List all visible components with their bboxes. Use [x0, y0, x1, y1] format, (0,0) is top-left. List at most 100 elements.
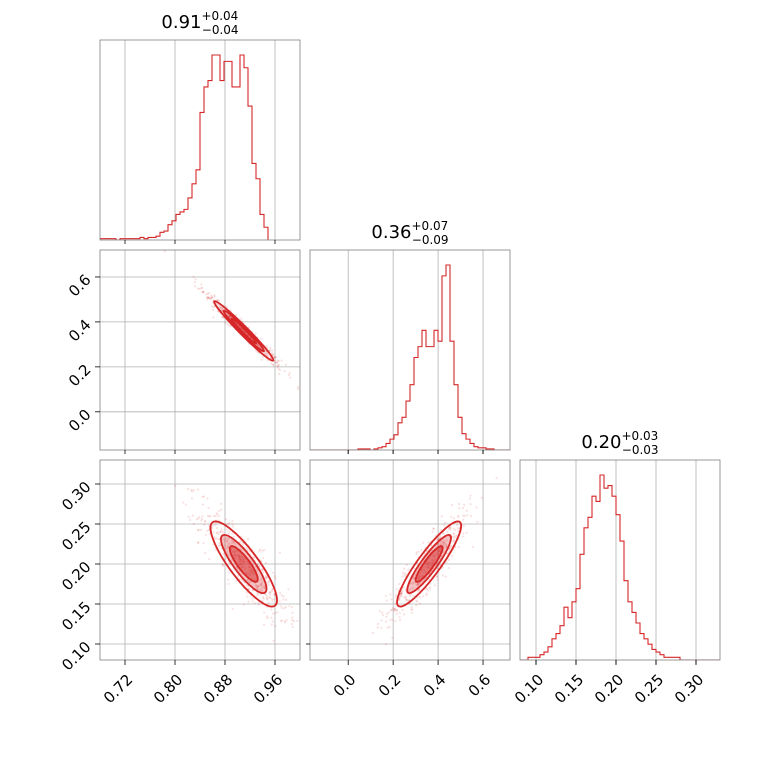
- sample-point: [276, 366, 279, 369]
- sample-point: [273, 575, 276, 578]
- sample-point: [446, 552, 449, 556]
- sample-point: [418, 595, 421, 599]
- sample-point: [393, 608, 396, 611]
- sample-point: [445, 539, 448, 542]
- sample-point: [415, 551, 418, 554]
- sample-point: [219, 306, 222, 309]
- sample-point: [258, 549, 261, 553]
- sample-point: [297, 388, 300, 391]
- sample-point: [203, 520, 207, 523]
- sample-point: [259, 588, 263, 591]
- sample-point: [471, 545, 474, 548]
- sample-point: [236, 567, 239, 571]
- sample-point: [231, 522, 234, 526]
- sample-point: [206, 292, 209, 295]
- sample-point: [200, 286, 204, 289]
- sample-point: [280, 606, 284, 610]
- sample-point: [201, 291, 204, 294]
- y-tick-label: 0.6: [65, 271, 95, 301]
- sample-point: [227, 546, 230, 549]
- sample-point: [221, 307, 224, 310]
- y-tick-label: 0.4: [65, 316, 95, 346]
- sample-point: [207, 296, 210, 299]
- sample-point: [260, 583, 263, 586]
- sample-point: [200, 519, 203, 522]
- sample-point: [189, 518, 192, 522]
- sample-point: [198, 287, 201, 290]
- sample-point: [260, 337, 263, 340]
- sample-point: [399, 593, 402, 596]
- sample-point: [208, 297, 212, 300]
- sample-point: [462, 514, 465, 517]
- sample-point: [407, 568, 410, 571]
- sample-point: [209, 297, 213, 300]
- sample-point: [191, 514, 194, 517]
- sample-point: [262, 623, 266, 626]
- sample-point: [456, 527, 459, 530]
- sample-point: [397, 598, 401, 602]
- sample-point: [290, 623, 294, 626]
- sample-point: [240, 572, 243, 575]
- sample-point: [211, 295, 214, 299]
- panel-frame: [519, 459, 721, 661]
- sample-point: [220, 307, 224, 310]
- sample-point: [212, 531, 215, 534]
- sample-point: [400, 595, 403, 598]
- sample-point: [402, 571, 405, 574]
- sample-point: [273, 355, 276, 359]
- sample-point: [269, 591, 272, 594]
- sample-point: [440, 515, 443, 518]
- sample-point: [280, 619, 283, 622]
- sample-point: [390, 608, 394, 612]
- sample-point: [200, 283, 203, 286]
- sample-point: [271, 349, 274, 352]
- sample-point: [264, 561, 268, 564]
- sample-point: [255, 584, 258, 587]
- sample-point: [196, 287, 200, 290]
- sample-point: [238, 578, 242, 581]
- sample-point: [442, 543, 445, 547]
- sample-point: [381, 614, 385, 617]
- sample-point: [437, 537, 440, 540]
- sample-point: [266, 354, 269, 357]
- sample-point: [435, 575, 439, 579]
- sample-point: [248, 587, 251, 591]
- sample-point: [266, 616, 269, 620]
- sample-point: [275, 361, 278, 364]
- sample-point: [264, 576, 268, 580]
- sample-point: [200, 517, 204, 521]
- sample-point: [267, 579, 271, 583]
- sample-point: [208, 515, 211, 518]
- sample-point: [462, 518, 465, 521]
- sample-point: [436, 578, 439, 581]
- sample-point: [425, 550, 428, 553]
- sample-point: [405, 598, 408, 601]
- sample-point: [438, 536, 441, 539]
- sample-point: [271, 600, 274, 603]
- sample-point: [425, 587, 428, 590]
- sample-point: [410, 606, 413, 609]
- panel-frame: [309, 459, 511, 661]
- sample-point: [274, 360, 277, 363]
- sample-point: [163, 250, 166, 253]
- sample-point: [265, 345, 268, 348]
- sample-point: [442, 541, 445, 544]
- sample-point: [441, 541, 444, 544]
- sample-point: [210, 296, 213, 300]
- sample-point: [206, 296, 210, 299]
- sample-point: [222, 538, 225, 541]
- sample-point: [221, 563, 224, 566]
- sample-point: [288, 371, 291, 375]
- sample-point: [207, 528, 211, 532]
- contour-level-1: [222, 309, 265, 353]
- sample-point: [398, 582, 401, 586]
- sample-point: [400, 592, 403, 596]
- sample-point: [442, 541, 445, 545]
- sample-point: [411, 582, 414, 586]
- sample-point: [203, 523, 206, 526]
- contour-level-2: [396, 520, 463, 608]
- histogram-2: [520, 474, 720, 660]
- sample-point: [291, 619, 294, 622]
- sample-point: [216, 513, 219, 516]
- scatter-panel-0-2: [99, 459, 301, 661]
